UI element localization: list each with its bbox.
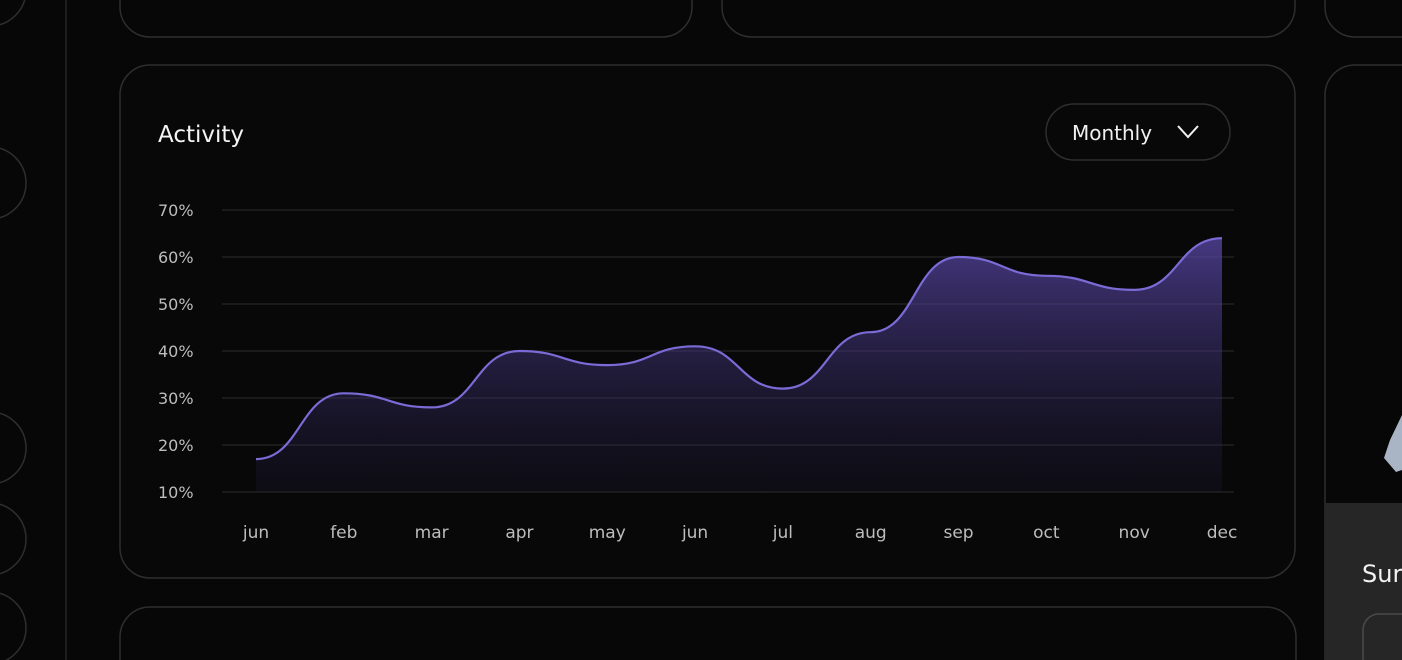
y-tick-label: 50% [158, 295, 194, 314]
sidebar-button[interactable] [0, 147, 27, 219]
area-line [255, 237, 1223, 461]
card [1324, 64, 1402, 660]
y-tick-label: 10% [158, 483, 194, 502]
side-card-label: Sur [1362, 560, 1402, 588]
side-card-button[interactable] [1362, 613, 1402, 660]
card [119, 0, 693, 38]
sidebar-button[interactable] [0, 0, 26, 26]
x-tick-label: nov [1119, 523, 1150, 543]
y-tick-label: 70% [158, 201, 194, 220]
y-tick-label: 20% [158, 436, 194, 455]
chart-title: Activity [158, 122, 244, 148]
card [1324, 0, 1402, 38]
x-tick-label: oct [1033, 523, 1060, 543]
y-tick-label: 30% [158, 389, 194, 408]
x-tick-label: aug [855, 523, 887, 543]
x-tick-label: dec [1207, 523, 1238, 543]
sidebar-button[interactable] [0, 412, 27, 484]
x-tick-label: apr [505, 523, 533, 543]
card [721, 0, 1296, 38]
plot: 10% 20% 30% 40% 50% 60% 70% jun feb mar apr may jun j… [158, 201, 1237, 543]
x-tick-label: jun [242, 523, 269, 543]
y-tick-label: 60% [158, 248, 194, 267]
sidebar-button[interactable] [0, 592, 27, 660]
card [119, 606, 1297, 660]
dropdown-label[interactable]: Monthly [1072, 121, 1152, 145]
dropdown-arrow[interactable] [1177, 125, 1199, 139]
x-tick-label: mar [415, 523, 449, 543]
image-fragment [1384, 415, 1402, 472]
x-tick-label: may [589, 523, 626, 543]
x-tick-label: jul [772, 523, 793, 543]
x-tick-label: jun [681, 523, 708, 543]
area-fill [256, 238, 1222, 492]
sidebar-button[interactable] [0, 503, 27, 575]
period-dropdown[interactable] [1045, 103, 1231, 161]
y-tick-label: 40% [158, 342, 194, 361]
x-tick-label: sep [943, 523, 973, 543]
x-tick-label: feb [330, 523, 357, 543]
